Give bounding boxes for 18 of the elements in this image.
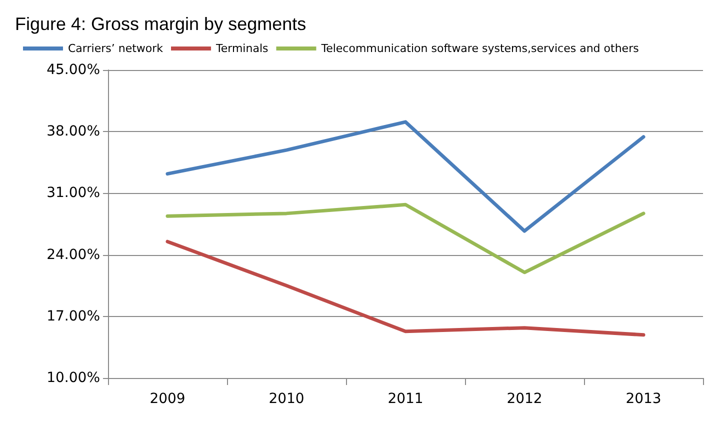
y-tick-label: 17.00% <box>46 308 100 324</box>
line-series <box>166 202 646 274</box>
legend-label: Terminals <box>215 42 268 55</box>
line-series <box>166 240 646 337</box>
y-tick-label: 45.00% <box>46 62 100 78</box>
x-tick-label: 2010 <box>268 391 304 407</box>
chart-title: Figure 4: Gross margin by segments <box>15 14 306 34</box>
legend-label: Carriers’ network <box>68 42 164 55</box>
x-tick-label: 2012 <box>506 391 542 407</box>
y-tick-label: 38.00% <box>46 124 100 140</box>
x-tick-label: 2011 <box>388 391 424 407</box>
x-tick-label: 2013 <box>626 391 662 407</box>
y-tick-label: 31.00% <box>46 185 100 202</box>
x-tick-label: 2009 <box>150 391 186 407</box>
y-tick-label: 24.00% <box>46 246 100 263</box>
legend-label: Telecommunication software systems,services and others <box>320 42 640 55</box>
y-tick-label: 10.00% <box>46 370 100 386</box>
line-series <box>166 120 646 233</box>
